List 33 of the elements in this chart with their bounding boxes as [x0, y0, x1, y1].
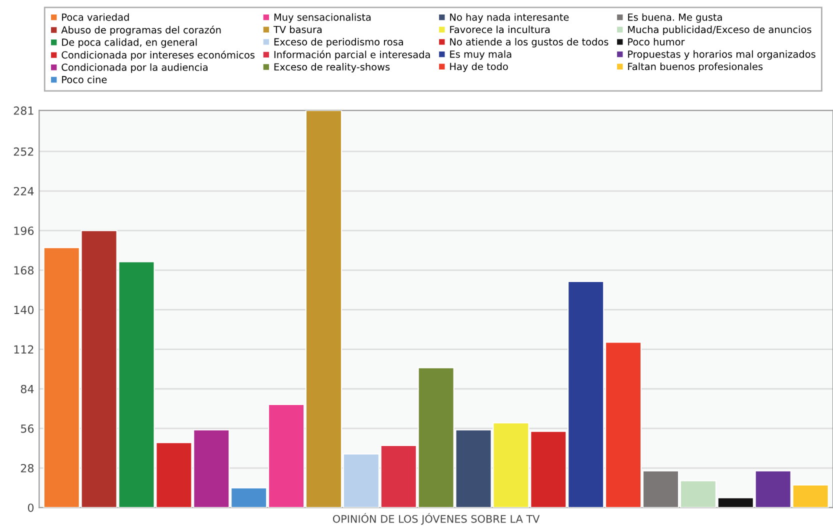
legend-label: Condicionada por intereses económicos — [62, 50, 255, 60]
legend-label: Favorece la incultura — [450, 26, 550, 34]
legend-label: Es muy mala — [450, 50, 512, 60]
legend-label: Propuestas y horarios mal organizados — [628, 50, 816, 60]
legend-label: TV basura — [273, 26, 322, 34]
legend-label: Exceso de reality-shows — [274, 63, 390, 72]
legend-label: Mucha publicidad/Exceso de anuncios — [628, 26, 812, 36]
legend-label: Faltan buenos profesionales — [628, 62, 763, 72]
y-tick-label: 0 — [28, 504, 34, 512]
y-tick-label: 168 — [14, 266, 34, 275]
y-tick-label: 252 — [14, 147, 34, 156]
legend-label: De poca calidad, en general — [62, 38, 197, 48]
legend-label: No atiende a los gustos de todos — [450, 38, 608, 48]
y-tick-label: 140 — [14, 306, 34, 314]
legend-label: Muy sensacionalista — [274, 13, 371, 23]
legend-label: Es buena. Me gusta — [628, 13, 722, 23]
y-tick-label: 112 — [14, 345, 34, 354]
legend-label: No hay nada interesante — [450, 13, 569, 23]
x-axis-title: OPINIÓN DE LOS JÓVENES SOBRE LA TV — [332, 513, 540, 525]
y-tick-label: 56 — [21, 424, 34, 433]
legend-label: Abuso de programas del corazón — [61, 26, 221, 36]
legend-label: Hay de todo — [450, 62, 508, 72]
legend-label: Poco humor — [628, 38, 685, 46]
legend-label: Poco cine — [62, 76, 107, 84]
legend-label: Información parcial e interesada — [274, 50, 430, 60]
y-tick-label: 224 — [14, 186, 34, 196]
y-tick-label: 28 — [20, 464, 34, 472]
legend-label: Poca variedad — [62, 13, 129, 21]
legend-label: Condicionada por la audiencia — [62, 63, 208, 73]
y-tick-label: 196 — [14, 226, 34, 235]
y-tick-label: 281 — [14, 106, 34, 115]
y-tick-label: 84 — [20, 384, 34, 394]
legend-label: Exceso de periodismo rosa — [274, 38, 403, 48]
